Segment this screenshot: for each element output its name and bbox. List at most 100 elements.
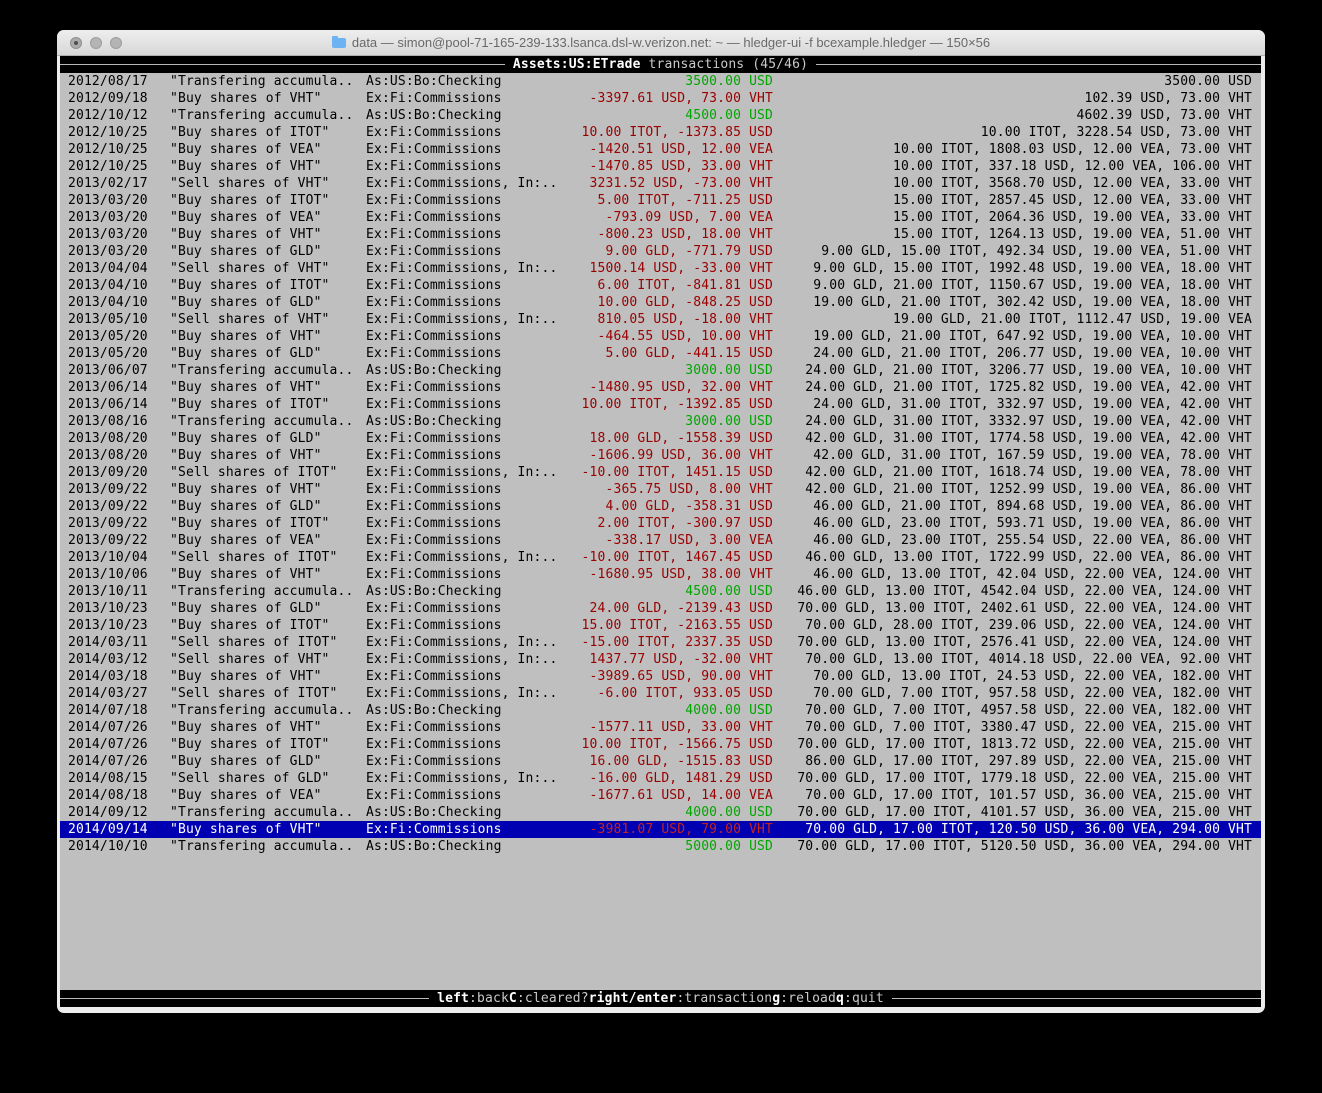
transaction-other-accounts: Ex:Fi:Commissions — [366, 822, 502, 837]
transaction-date: 2012/10/25 — [68, 125, 148, 140]
transaction-other-accounts: Ex:Fi:Commissions — [366, 142, 502, 157]
transaction-row[interactable]: 2013/02/17 "Sell shares of VHT" Ex:Fi:Comm… — [60, 175, 1261, 192]
transaction-row[interactable]: 2013/09/22 "Buy shares of GLD" Ex:Fi:Commi… — [60, 498, 1261, 515]
transaction-change-amount: -1420.51 USD, 12.00 VEA — [589, 142, 773, 157]
transaction-row[interactable]: 2012/10/12 "Transfering accumula.. As:US:B… — [60, 107, 1261, 124]
zoom-button[interactable] — [110, 36, 122, 49]
transaction-row[interactable]: 2013/05/20 "Buy shares of GLD" Ex:Fi:Commi… — [60, 345, 1261, 362]
transaction-row[interactable]: 2014/03/18 "Buy shares of VHT" Ex:Fi:Commi… — [60, 668, 1261, 685]
terminal-window: data — simon@pool-71-165-239-133.lsanca.… — [57, 30, 1265, 1013]
transaction-date: 2014/03/18 — [68, 669, 148, 684]
key-hint-key: q — [836, 991, 844, 1006]
transaction-row[interactable]: 2013/04/10 "Buy shares of GLD" Ex:Fi:Commi… — [60, 294, 1261, 311]
transaction-description: "Buy shares of VHT" — [170, 448, 322, 463]
transaction-running-balance: 10.00 ITOT, 3228.54 USD, 73.00 VHT — [980, 125, 1252, 140]
transaction-other-accounts: Ex:Fi:Commissions, In:.. — [366, 176, 558, 191]
transaction-running-balance: 70.00 GLD, 17.00 ITOT, 1779.18 USD, 22.0… — [797, 771, 1252, 786]
transaction-row[interactable]: 2013/03/20 "Buy shares of VHT" Ex:Fi:Commi… — [60, 226, 1261, 243]
transaction-row[interactable]: 2013/06/14 "Buy shares of VHT" Ex:Fi:Commi… — [60, 379, 1261, 396]
transaction-row[interactable]: 2014/09/12 "Transfering accumula.. As:US:B… — [60, 804, 1261, 821]
transaction-other-accounts: Ex:Fi:Commissions, In:.. — [366, 550, 558, 565]
key-hint-key: g — [772, 991, 781, 1006]
transaction-description: "Buy shares of VHT" — [170, 329, 322, 344]
transaction-row[interactable]: 2013/10/06 "Buy shares of VHT" Ex:Fi:Commi… — [60, 566, 1261, 583]
transaction-row[interactable]: 2013/10/23 "Buy shares of ITOT" Ex:Fi:Comm… — [60, 617, 1261, 634]
transaction-row[interactable]: 2014/03/11 "Sell shares of ITOT" Ex:Fi:Com… — [60, 634, 1261, 651]
transaction-row[interactable]: 2013/03/20 "Buy shares of ITOT" Ex:Fi:Comm… — [60, 192, 1261, 209]
key-hint-action: :quit — [844, 991, 884, 1006]
transaction-row[interactable]: 2013/08/20 "Buy shares of GLD" Ex:Fi:Commi… — [60, 430, 1261, 447]
transaction-row[interactable]: 2013/06/07 "Transfering accumula.. As:US:B… — [60, 362, 1261, 379]
transaction-date: 2013/09/22 — [68, 482, 148, 497]
transaction-change-amount: 3000.00 USD — [685, 363, 773, 378]
transaction-running-balance: 70.00 GLD, 13.00 ITOT, 4014.18 USD, 22.0… — [805, 652, 1252, 667]
transaction-row[interactable]: 2014/07/26 "Buy shares of ITOT" Ex:Fi:Comm… — [60, 736, 1261, 753]
transaction-description: "Buy shares of VEA" — [170, 142, 322, 157]
transaction-row[interactable]: 2013/09/22 "Buy shares of ITOT" Ex:Fi:Comm… — [60, 515, 1261, 532]
transaction-row[interactable]: 2013/09/22 "Buy shares of VHT" Ex:Fi:Commi… — [60, 481, 1261, 498]
transaction-change-amount: 4000.00 USD — [685, 703, 773, 718]
transaction-date: 2012/08/17 — [68, 74, 148, 89]
transaction-row[interactable]: 2013/09/20 "Sell shares of ITOT" Ex:Fi:Com… — [60, 464, 1261, 481]
transaction-row[interactable]: 2013/08/20 "Buy shares of VHT" Ex:Fi:Commi… — [60, 447, 1261, 464]
transaction-change-amount: 5.00 ITOT, -711.25 USD — [597, 193, 773, 208]
transaction-row[interactable]: 2012/10/25 "Buy shares of ITOT" Ex:Fi:Comm… — [60, 124, 1261, 141]
transaction-row-selected[interactable]: 2014/09/14 "Buy shares of VHT" Ex:Fi:Commi… — [60, 821, 1261, 838]
transaction-row[interactable]: 2012/08/17 "Transfering accumula.. As:US:B… — [60, 73, 1261, 90]
transaction-description: "Transfering accumula.. — [170, 584, 354, 599]
transaction-change-amount: 3231.52 USD, -73.00 VHT — [589, 176, 773, 191]
transaction-row[interactable]: 2013/10/23 "Buy shares of GLD" Ex:Fi:Commi… — [60, 600, 1261, 617]
transaction-date: 2013/03/20 — [68, 193, 148, 208]
topbar-title: Assets:US:ETrade transactions (45/46) — [513, 56, 808, 73]
transaction-row[interactable]: 2014/03/12 "Sell shares of VHT" Ex:Fi:Comm… — [60, 651, 1261, 668]
transaction-change-amount: -16.00 GLD, 1481.29 USD — [589, 771, 773, 786]
transaction-other-accounts: Ex:Fi:Commissions — [366, 380, 502, 395]
transaction-row[interactable]: 2013/04/04 "Sell shares of VHT" Ex:Fi:Comm… — [60, 260, 1261, 277]
transaction-row[interactable]: 2013/10/04 "Sell shares of ITOT" Ex:Fi:Com… — [60, 549, 1261, 566]
transaction-description: "Transfering accumula.. — [170, 703, 354, 718]
transaction-other-accounts: Ex:Fi:Commissions, In:.. — [366, 686, 558, 701]
transaction-running-balance: 19.00 GLD, 21.00 ITOT, 1112.47 USD, 19.0… — [893, 312, 1252, 327]
transaction-date: 2013/09/20 — [68, 465, 148, 480]
transaction-row[interactable]: 2013/08/16 "Transfering accumula.. As:US:B… — [60, 413, 1261, 430]
statusbar-keys: left:back C:cleared? right/enter:transac… — [437, 990, 884, 1007]
transaction-running-balance: 24.00 GLD, 31.00 ITOT, 332.97 USD, 19.00… — [813, 397, 1252, 412]
transaction-row[interactable]: 2013/09/22 "Buy shares of VEA" Ex:Fi:Commi… — [60, 532, 1261, 549]
statusbar-rule-left — [60, 998, 430, 999]
transaction-change-amount: -15.00 ITOT, 2337.35 USD — [581, 635, 773, 650]
transaction-change-amount: 4000.00 USD — [685, 805, 773, 820]
topbar-mode: transactions (45/46) — [648, 57, 809, 72]
transaction-running-balance: 70.00 GLD, 17.00 ITOT, 120.50 USD, 36.00… — [805, 822, 1252, 837]
transaction-description: "Buy shares of GLD" — [170, 601, 322, 616]
transaction-description: "Buy shares of VHT" — [170, 159, 322, 174]
transaction-description: "Sell shares of VHT" — [170, 261, 330, 276]
transaction-row[interactable]: 2014/07/18 "Transfering accumula.. As:US:B… — [60, 702, 1261, 719]
transaction-row[interactable]: 2012/10/25 "Buy shares of VEA" Ex:Fi:Commi… — [60, 141, 1261, 158]
window-titlebar[interactable]: data — simon@pool-71-165-239-133.lsanca.… — [57, 30, 1265, 56]
transaction-row[interactable]: 2013/03/20 "Buy shares of GLD" Ex:Fi:Commi… — [60, 243, 1261, 260]
transaction-change-amount: 3500.00 USD — [685, 74, 773, 89]
transaction-row[interactable]: 2014/08/18 "Buy shares of VEA" Ex:Fi:Commi… — [60, 787, 1261, 804]
transaction-row[interactable]: 2013/05/10 "Sell shares of VHT" Ex:Fi:Comm… — [60, 311, 1261, 328]
transaction-row[interactable]: 2013/10/11 "Transfering accumula.. As:US:B… — [60, 583, 1261, 600]
transaction-row[interactable]: 2014/07/26 "Buy shares of VHT" Ex:Fi:Commi… — [60, 719, 1261, 736]
transaction-row[interactable]: 2013/04/10 "Buy shares of ITOT" Ex:Fi:Comm… — [60, 277, 1261, 294]
transaction-row[interactable]: 2013/06/14 "Buy shares of ITOT" Ex:Fi:Comm… — [60, 396, 1261, 413]
transaction-row[interactable]: 2013/03/20 "Buy shares of VEA" Ex:Fi:Commi… — [60, 209, 1261, 226]
topbar-rule-right — [816, 64, 1262, 65]
transaction-row[interactable]: 2014/08/15 "Sell shares of GLD" Ex:Fi:Comm… — [60, 770, 1261, 787]
transaction-row[interactable]: 2012/10/25 "Buy shares of VHT" Ex:Fi:Commi… — [60, 158, 1261, 175]
transaction-description: "Buy shares of VEA" — [170, 210, 322, 225]
transaction-row[interactable]: 2013/05/20 "Buy shares of VHT" Ex:Fi:Commi… — [60, 328, 1261, 345]
transaction-row[interactable]: 2014/03/27 "Sell shares of ITOT" Ex:Fi:Com… — [60, 685, 1261, 702]
minimize-button[interactable] — [90, 36, 102, 49]
close-button[interactable] — [70, 36, 82, 49]
transaction-row[interactable]: 2012/09/18 "Buy shares of VHT" Ex:Fi:Commi… — [60, 90, 1261, 107]
transaction-description: "Sell shares of VHT" — [170, 312, 330, 327]
transaction-change-amount: 18.00 GLD, -1558.39 USD — [589, 431, 773, 446]
transaction-row[interactable]: 2014/07/26 "Buy shares of GLD" Ex:Fi:Commi… — [60, 753, 1261, 770]
transaction-row[interactable]: 2014/10/10 "Transfering accumula.. As:US:B… — [60, 838, 1261, 855]
transaction-date: 2013/04/04 — [68, 261, 148, 276]
transaction-description: "Buy shares of VHT" — [170, 567, 322, 582]
transaction-other-accounts: Ex:Fi:Commissions — [366, 397, 502, 412]
